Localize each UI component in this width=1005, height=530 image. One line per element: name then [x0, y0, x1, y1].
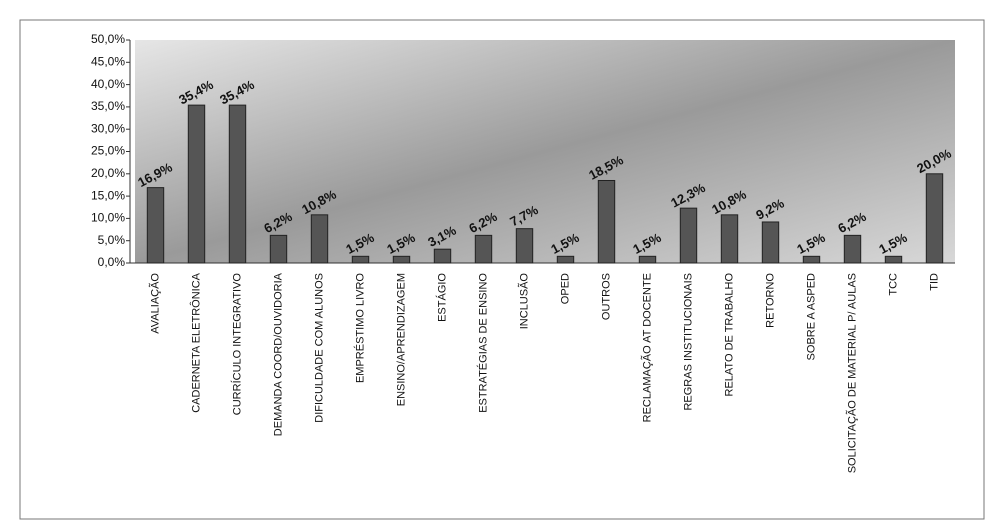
y-tick-label: 45,0%: [91, 54, 125, 68]
y-tick-label: 5,0%: [98, 233, 126, 247]
x-tick-label: OUTROS: [600, 273, 612, 320]
x-tick-label: AVALIAÇÃO: [148, 273, 161, 334]
bar: [188, 105, 204, 263]
y-tick-label: 50,0%: [91, 32, 125, 46]
bar: [803, 256, 819, 263]
bar: [639, 256, 655, 263]
x-tick-label: EMPRÉSTIMO LIVRO: [353, 273, 366, 383]
bar: [270, 235, 286, 263]
x-tick-label: ENSINO/APRENDIZAGEM: [395, 273, 407, 406]
bar: [475, 235, 491, 263]
y-tick-label: 10,0%: [91, 211, 125, 225]
x-tick-label: SOBRE A ASPED: [805, 273, 817, 360]
x-tick-label: CURRÍCULO INTEGRATIVO: [230, 273, 243, 416]
x-tick-label: REGRAS INSTITUCIONAIS: [682, 273, 694, 411]
x-tick-label: TID: [928, 273, 940, 291]
y-tick-label: 25,0%: [91, 144, 125, 158]
bar: [762, 222, 778, 263]
bar: [516, 229, 532, 263]
bar: [147, 188, 163, 263]
x-tick-label: INCLUSÃO: [517, 273, 530, 330]
y-tick-label: 30,0%: [91, 121, 125, 135]
bar: [721, 215, 737, 263]
y-tick-label: 0,0%: [98, 255, 126, 269]
x-tick-label: RETORNO: [764, 273, 776, 328]
x-tick-label: DIFICULDADE COM ALUNOS: [313, 273, 325, 423]
bar: [434, 249, 450, 263]
bar: [885, 256, 901, 263]
bar: [557, 256, 573, 263]
x-tick-label: TCC: [887, 273, 899, 296]
y-tick-label: 20,0%: [91, 166, 125, 180]
bar: [926, 174, 942, 263]
bar: [393, 256, 409, 263]
bar: [598, 180, 614, 263]
bar: [352, 256, 368, 263]
bar: [844, 235, 860, 263]
x-tick-label: DEMANDA COORD/OUVIDORIA: [272, 272, 284, 436]
x-tick-label: SOLICITAÇÃO DE MATERIAL P/ AULAS: [845, 273, 858, 473]
y-tick-label: 35,0%: [91, 99, 125, 113]
y-tick-label: 15,0%: [91, 188, 125, 202]
x-tick-label: ESTÁGIO: [435, 273, 448, 322]
x-tick-label: OPED: [559, 273, 571, 304]
y-tick-label: 40,0%: [91, 77, 125, 91]
plot-background: [135, 40, 955, 263]
x-tick-label: CADERNETA ELETRÔNICA: [189, 272, 202, 412]
x-tick-label: ESTRATÉGIAS DE ENSINO: [476, 273, 489, 413]
x-tick-label: RECLAMAÇÃO AT DOCENTE: [640, 273, 653, 422]
bar: [229, 105, 245, 263]
bar: [680, 208, 696, 263]
chart: 0,0% 5,0% 10,0% 15,0% 20,0% 25,0% 30,0% 35,0% 40…: [0, 0, 1005, 530]
x-tick-label: RELATO DE TRABALHO: [723, 273, 735, 397]
bar: [311, 215, 327, 263]
